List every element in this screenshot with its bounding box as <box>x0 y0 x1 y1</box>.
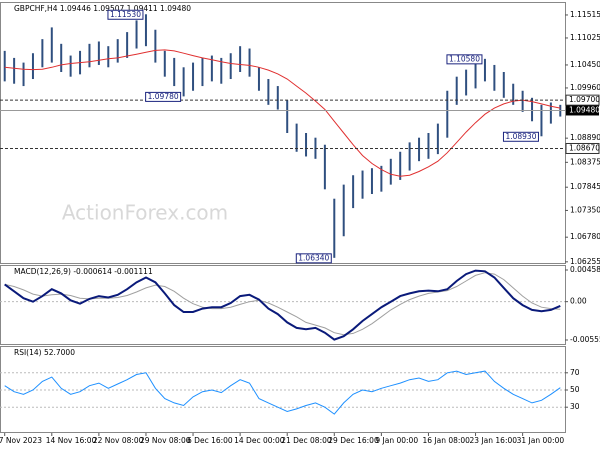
x-tick-label: 29 Dec 16:00 <box>328 436 379 445</box>
y-tick-label: 1.06780 <box>570 232 600 241</box>
x-tick-label: 6 Dec 16:00 <box>187 436 233 445</box>
level-label: 1.08670 <box>569 143 600 152</box>
annotation-box <box>502 131 539 142</box>
y-tick-label: -0.005556 <box>570 335 600 344</box>
annotation-label: 1.10580 <box>449 55 480 64</box>
y-tick-label: 1.07845 <box>570 182 600 191</box>
y-tick-label: 50 <box>570 385 580 394</box>
price-panel <box>0 2 566 264</box>
indicator-line <box>4 370 561 415</box>
indicator-line <box>4 269 561 341</box>
annotation-label: 1.08930 <box>505 132 536 141</box>
y-tick-label: 1.11515 <box>570 10 600 19</box>
annotation-box <box>295 253 332 264</box>
y-tick-label: 0.004589 <box>570 265 600 274</box>
panel-title: RSI(14) 52.7000 <box>14 348 75 357</box>
last-price-label: 1.09480 <box>569 105 600 114</box>
y-tick-label: 1.08375 <box>570 157 600 166</box>
panel-title: GBPCHF,H4 1.09446 1.09507 1.09411 1.0948… <box>14 4 191 13</box>
x-tick-label: 23 Jan 16:00 <box>470 436 518 445</box>
y-tick-label: 1.07350 <box>570 205 600 214</box>
indicator-line <box>4 272 561 336</box>
x-tick-label: 31 Jan 00:00 <box>517 436 565 445</box>
level-label: 1.09700 <box>569 95 600 104</box>
x-tick-label: 14 Nov 16:00 <box>46 436 97 445</box>
y-tick-label: 1.08890 <box>570 133 600 142</box>
x-tick-label: 9 Jan 00:00 <box>375 436 418 445</box>
x-tick-label: 29 Nov 08:00 <box>140 436 191 445</box>
y-tick-label: 1.11025 <box>570 33 600 42</box>
level-box <box>565 94 600 106</box>
x-tick-label: 7 Nov 2023 <box>0 436 42 445</box>
panel-title: MACD(12,26,9) -0.000614 -0.001111 <box>14 267 153 276</box>
macd-panel <box>0 265 566 345</box>
watermark: ActionForex.com <box>62 201 228 225</box>
annotation-box <box>446 54 483 65</box>
x-tick-label: 16 Jan 08:00 <box>422 436 470 445</box>
annotation-label: 1.06340 <box>298 254 329 263</box>
x-tick-label: 14 Dec 00:00 <box>234 436 285 445</box>
moving-average <box>4 49 561 177</box>
y-tick-label: 1.06255 <box>570 257 600 266</box>
y-tick-label: 1.10450 <box>570 60 600 69</box>
last-price-box <box>566 105 599 116</box>
annotation-box <box>107 9 144 20</box>
y-tick-label: 0.00 <box>570 297 587 306</box>
annotation-box <box>145 91 182 102</box>
y-tick-label: 1.09960 <box>570 83 600 92</box>
annotation-label: 1.09780 <box>148 92 179 101</box>
annotation-label: 1.11530 <box>110 10 141 19</box>
y-tick-label: 30 <box>570 402 580 411</box>
x-tick-label: 22 Nov 08:00 <box>93 436 144 445</box>
x-tick-label: 21 Dec 08:00 <box>281 436 332 445</box>
level-box <box>565 142 600 154</box>
y-tick-label: 70 <box>570 368 580 377</box>
